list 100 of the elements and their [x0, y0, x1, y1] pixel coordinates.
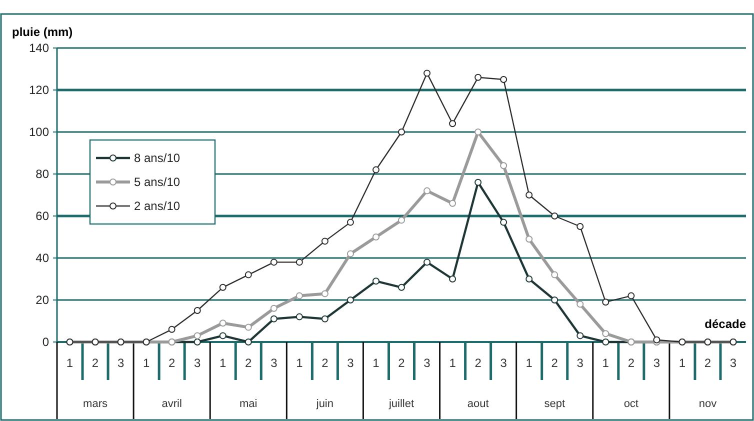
x-tick-label: 3 — [270, 356, 278, 370]
y-tick-label: 140 — [28, 41, 50, 56]
point — [321, 315, 328, 322]
point — [628, 292, 635, 300]
x-tick-label: 2 — [551, 356, 558, 370]
point — [500, 76, 508, 83]
point — [346, 218, 354, 226]
point — [296, 258, 303, 266]
point — [346, 296, 354, 304]
x-tick-label: 3 — [576, 356, 584, 370]
point — [244, 338, 252, 346]
text: aout — [467, 398, 489, 410]
x-tick-label: 1 — [602, 356, 610, 370]
x-tick-label: 1 — [142, 356, 150, 370]
x-tick-label: 1 — [296, 356, 304, 370]
x-tick-label: 2 — [474, 356, 482, 370]
point — [526, 236, 533, 243]
text: juin — [315, 398, 334, 410]
point — [296, 313, 303, 320]
y-tick-label: 20 — [36, 293, 50, 308]
y-axis-title: pluie (mm) — [12, 25, 73, 39]
x-tick-label: 1 — [220, 356, 227, 370]
x-tick-label: 3 — [730, 356, 737, 370]
point — [194, 307, 201, 314]
point — [500, 218, 508, 226]
y-tick-label: 120 — [28, 83, 50, 98]
point — [500, 162, 508, 170]
point — [474, 74, 482, 81]
text: nov — [698, 398, 718, 410]
point — [270, 258, 278, 266]
x-tick-label: 2 — [245, 356, 252, 370]
point — [219, 320, 226, 327]
point — [244, 271, 252, 278]
point — [219, 284, 226, 291]
x-tick-label: 1 — [66, 356, 74, 370]
y-tick-label: 80 — [36, 167, 50, 182]
x-tick-label: 3 — [117, 356, 124, 370]
x-tick-label: 1 — [372, 356, 380, 370]
legend-label: 5 ans/10 — [134, 175, 180, 190]
legend-label: 2 ans/10 — [134, 199, 180, 214]
point — [449, 200, 456, 207]
x-tick-label: 2 — [704, 356, 712, 370]
x-tick-label: 3 — [424, 356, 431, 370]
x-tick-label: 2 — [398, 356, 406, 370]
text: oct — [624, 398, 639, 410]
point — [194, 338, 201, 346]
point — [424, 70, 431, 77]
point — [602, 298, 610, 306]
y-tick-label: 60 — [36, 209, 50, 224]
text: mai — [240, 398, 258, 410]
point — [576, 332, 584, 340]
point — [551, 212, 558, 220]
point — [346, 250, 354, 258]
x-tick-label: 1 — [449, 356, 456, 370]
point — [244, 324, 252, 331]
point — [372, 166, 380, 174]
point — [576, 300, 584, 308]
x-tick-label: 2 — [92, 356, 99, 370]
text: avril — [162, 398, 182, 410]
point — [270, 304, 278, 312]
point — [372, 234, 380, 240]
y-tick-label: 100 — [28, 125, 50, 140]
x-tick-label: 3 — [500, 356, 508, 370]
point — [551, 271, 558, 278]
legend-label: 8 ans/10 — [134, 151, 180, 166]
x-tick-label: 3 — [653, 356, 660, 370]
point — [602, 338, 610, 346]
point — [576, 223, 584, 230]
y-tick-label: 0 — [42, 335, 50, 350]
point — [398, 216, 405, 224]
y-tick-label: 40 — [36, 251, 50, 266]
point — [398, 284, 405, 291]
x-tick-label: 2 — [168, 356, 176, 370]
x-tick-label: 2 — [628, 356, 635, 370]
point — [551, 296, 558, 304]
point — [653, 336, 660, 344]
x-tick-label: 3 — [194, 356, 202, 370]
x-tick-label: 2 — [322, 356, 329, 370]
point — [398, 128, 405, 136]
point — [474, 128, 482, 136]
point — [219, 332, 226, 340]
text: sept — [544, 398, 566, 410]
point — [526, 192, 533, 198]
x-tick-label: 1 — [678, 356, 686, 370]
point — [602, 330, 610, 338]
point — [424, 187, 431, 194]
x-tick-label: 3 — [347, 356, 354, 370]
x-tick-label: 1 — [526, 356, 533, 370]
point — [474, 178, 482, 186]
text: juillet — [388, 398, 414, 410]
text: mars — [83, 398, 108, 410]
point — [372, 278, 380, 285]
point — [449, 276, 456, 282]
point — [194, 332, 201, 340]
x-axis-title: décade — [704, 317, 746, 331]
point — [526, 276, 533, 282]
point — [270, 315, 278, 322]
point — [168, 326, 176, 333]
point — [296, 292, 303, 300]
point — [321, 238, 328, 245]
